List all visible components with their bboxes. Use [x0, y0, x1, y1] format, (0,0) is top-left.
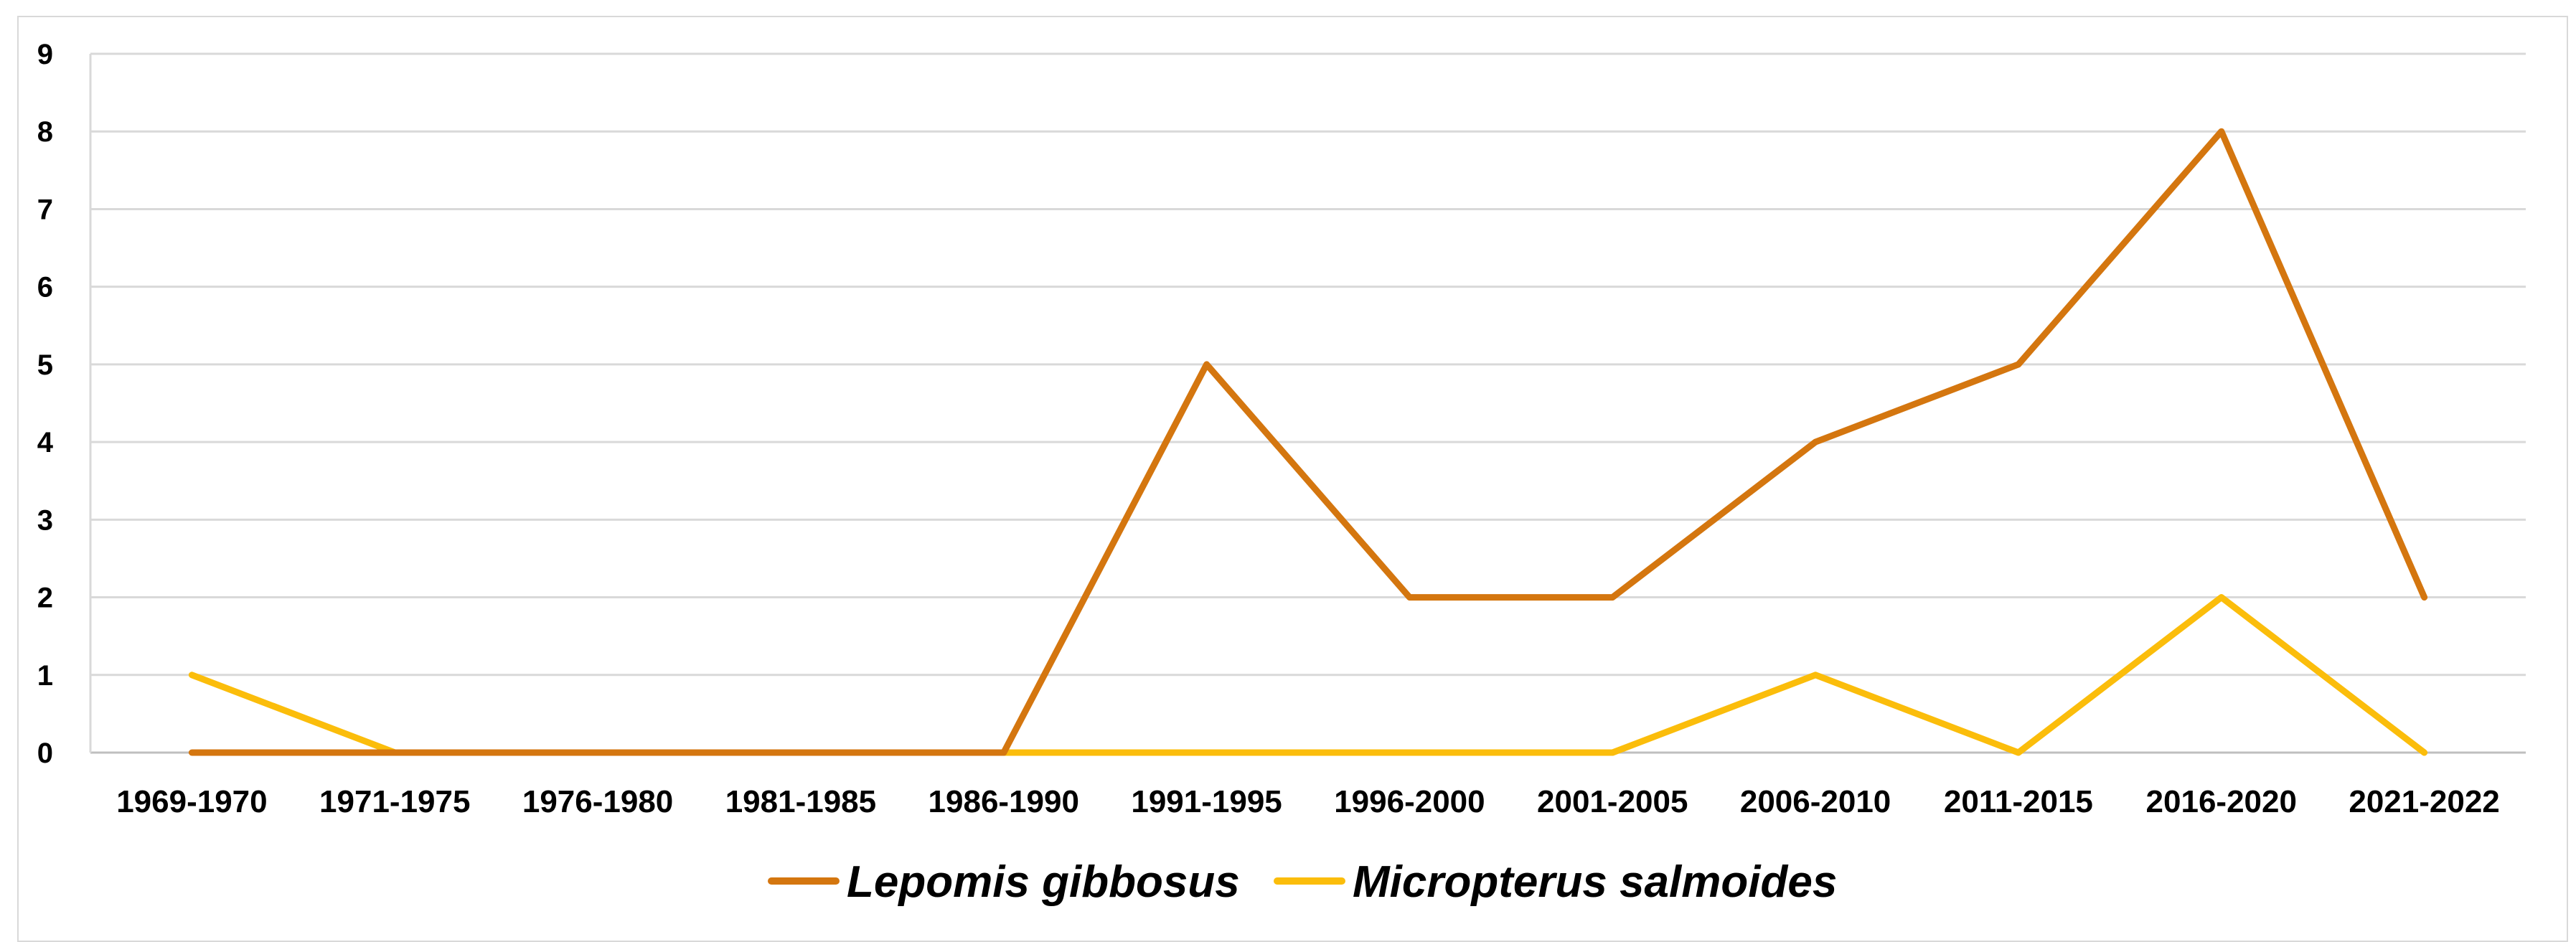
series-lines: [188, 128, 2428, 756]
series-line-lepomis-gibbosus: [188, 128, 2428, 756]
x-tick-label: 2001-2005: [1537, 784, 1688, 819]
y-tick-label: 5: [37, 349, 53, 381]
x-tick-label: 1996-2000: [1334, 784, 1485, 819]
y-axis-ticks: 0 1 2 3 4 5 6 7 8 9: [37, 39, 54, 769]
y-tick-label: 4: [37, 427, 54, 458]
x-tick-label: 2011-2015: [1944, 784, 2093, 819]
x-tick-label: 1969-1970: [116, 784, 267, 819]
y-tick-label: 0: [37, 738, 53, 769]
legend-label: Lepomis gibbosus: [847, 857, 1240, 907]
y-tick-label: 8: [37, 116, 53, 148]
legend: Lepomis gibbosus Micropterus salmoides: [768, 857, 1837, 907]
y-tick-label: 2: [37, 583, 53, 614]
y-tick-label: 3: [37, 504, 53, 536]
x-tick-label: 2006-2010: [1740, 784, 1891, 819]
x-tick-label: 1971-1975: [319, 784, 470, 819]
legend-label: Micropterus salmoides: [1353, 857, 1837, 907]
x-tick-label: 1976-1980: [522, 784, 673, 819]
y-tick-label: 1: [37, 660, 53, 692]
x-axis-ticks: 1969-1970 1971-1975 1976-1980 1981-1985 1986…: [116, 784, 2500, 819]
x-tick-label: 1986-1990: [929, 784, 1079, 819]
legend-item: Lepomis gibbosus: [768, 857, 1240, 907]
x-tick-label: 1991-1995: [1131, 784, 1282, 819]
x-tick-label: 2016-2020: [2146, 784, 2297, 819]
legend-item: Micropterus salmoides: [1274, 857, 1837, 907]
y-tick-label: 6: [37, 272, 53, 303]
y-tick-label: 7: [37, 194, 53, 225]
chart-frame: [17, 16, 2568, 942]
x-tick-label: 2021-2022: [2349, 784, 2499, 819]
x-tick-label: 1981-1985: [725, 784, 876, 819]
y-tick-label: 9: [37, 39, 53, 70]
